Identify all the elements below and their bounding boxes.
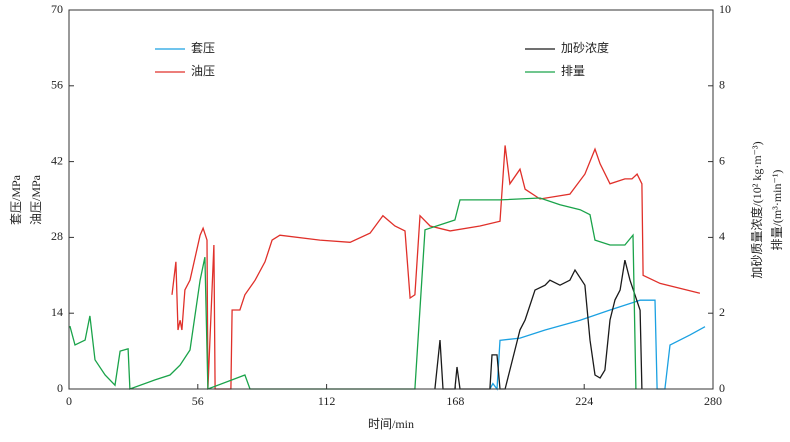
- y2-tick-label: 0: [719, 381, 725, 395]
- x-tick-label: 224: [575, 394, 593, 408]
- series-line: [434, 259, 643, 390]
- x-tick-label: 280: [704, 394, 722, 408]
- y2-tick-label: 2: [719, 305, 725, 319]
- series-line: [489, 299, 706, 391]
- legend-label: 加砂浓度: [561, 40, 609, 55]
- plot-frame: [68, 9, 714, 390]
- y-tick-label: 70: [51, 2, 63, 16]
- y-tick-label: 14: [51, 305, 63, 319]
- y2-tick-label: 10: [719, 2, 731, 16]
- y-tick-label: 42: [51, 153, 63, 167]
- y-tick-label: 28: [51, 229, 63, 243]
- y2-tick-label: 6: [719, 153, 725, 167]
- y-axis-label: 套压/MPa: [9, 174, 23, 225]
- legend-label: 油压: [191, 64, 215, 78]
- y2-tick-label: 4: [719, 229, 725, 243]
- y-tick-label: 0: [57, 381, 63, 395]
- y2-axis-label: 加砂质量浓度/(10² kg·m⁻³): [749, 141, 764, 278]
- x-tick-label: 56: [192, 394, 204, 408]
- y-axis-label: 油压/MPa: [29, 174, 43, 225]
- x-tick-label: 0: [66, 394, 72, 408]
- y2-axis-label: 排量/(m³·min⁻¹): [770, 170, 784, 251]
- series-line: [69, 197, 637, 390]
- legend-label: 排量: [561, 64, 585, 78]
- y-tick-label: 56: [51, 78, 63, 92]
- x-tick-label: 168: [446, 394, 464, 408]
- y2-tick-label: 8: [719, 78, 725, 92]
- x-axis-label: 时间/min: [368, 417, 414, 431]
- series-line: [171, 145, 701, 390]
- x-tick-label: 112: [318, 394, 336, 408]
- legend-label: 套压: [191, 41, 215, 55]
